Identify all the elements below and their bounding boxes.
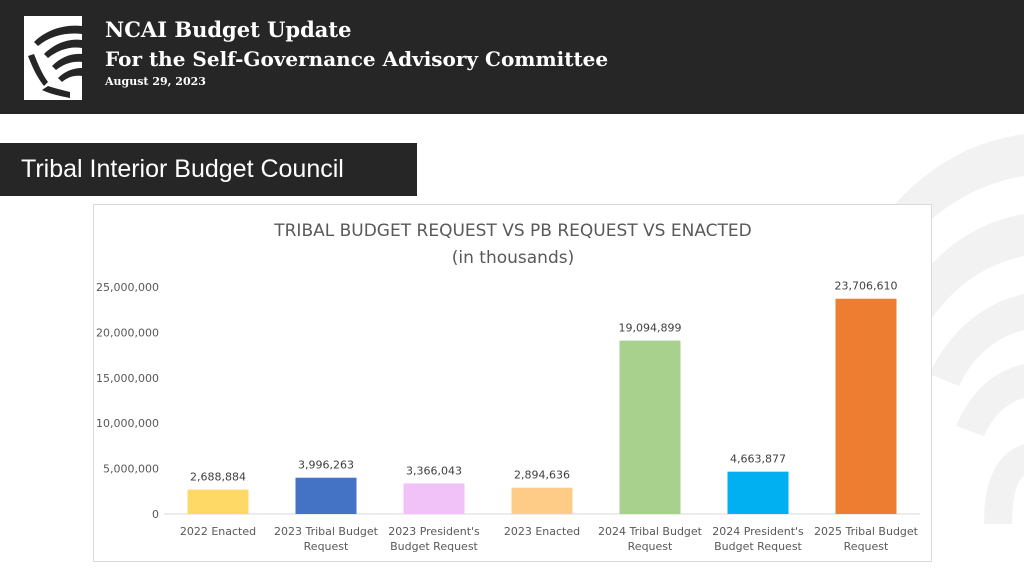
bar <box>619 340 681 514</box>
budget-chart: TRIBAL BUDGET REQUEST VS PB REQUEST VS E… <box>93 204 932 562</box>
section-title: Tribal Interior Budget Council <box>21 155 344 183</box>
data-labels: 2,688,884 3,996,263 3,366,043 2,894,636 19,0… <box>190 280 897 484</box>
bar <box>511 487 573 514</box>
category-label: 2023 President's Budget Request <box>388 525 480 553</box>
y-tick-label: 0 <box>152 508 159 521</box>
y-tick-label: 25,000,000 <box>96 281 159 294</box>
category-label-line: Budget Request <box>714 540 802 553</box>
category-label-line: 2025 Tribal Budget <box>814 525 919 538</box>
category-label-line: Request <box>628 540 673 553</box>
category-label-line: 2022 Enacted <box>180 525 256 538</box>
category-label: 2023 Tribal Budget Request <box>274 525 379 553</box>
category-label-line: Budget Request <box>390 540 478 553</box>
data-label: 3,996,263 <box>298 459 354 472</box>
category-label-line: 2024 President's <box>712 525 804 538</box>
bar <box>295 477 357 514</box>
category-label-line: Request <box>844 540 889 553</box>
bar <box>727 471 789 514</box>
header-title: NCAI Budget Update <box>105 17 352 42</box>
data-label: 23,706,610 <box>835 280 898 293</box>
data-label: 2,688,884 <box>190 471 246 484</box>
category-label: 2024 Tribal Budget Request <box>598 525 703 553</box>
chart-canvas: TRIBAL BUDGET REQUEST VS PB REQUEST VS E… <box>96 221 920 553</box>
y-tick-label: 10,000,000 <box>96 417 159 430</box>
category-label-line: Request <box>304 540 349 553</box>
x-axis: 2022 Enacted 2023 Tribal Budget Request202… <box>180 525 919 553</box>
category-label-line: 2023 Enacted <box>504 525 580 538</box>
bar <box>835 298 897 514</box>
data-label: 2,894,636 <box>514 469 570 482</box>
category-label: 2025 Tribal Budget Request <box>814 525 919 553</box>
category-label-line: 2024 Tribal Budget <box>598 525 703 538</box>
y-tick-label: 5,000,000 <box>103 463 159 476</box>
chart-subtitle: (in thousands) <box>452 248 574 268</box>
category-label-line: 2023 President's <box>388 525 480 538</box>
slide-header: NCAI Budget Update For the Self-Governan… <box>0 0 1024 114</box>
header-date: August 29, 2023 <box>105 75 206 88</box>
category-label: 2022 Enacted <box>180 525 256 538</box>
header-subtitle: For the Self-Governance Advisory Committ… <box>105 47 609 71</box>
chart-title: TRIBAL BUDGET REQUEST VS PB REQUEST VS E… <box>273 221 752 241</box>
category-label: 2023 Enacted <box>504 525 580 538</box>
data-label: 3,366,043 <box>406 464 462 477</box>
bar <box>403 483 465 514</box>
bar <box>187 489 249 514</box>
y-tick-label: 15,000,000 <box>96 372 159 385</box>
category-label-line: 2023 Tribal Budget <box>274 525 379 538</box>
y-tick-label: 20,000,000 <box>96 326 159 339</box>
category-label: 2024 President's Budget Request <box>712 525 804 553</box>
y-axis: 0 5,000,000 10,000,000 15,000,000 20,000,000… <box>96 281 920 521</box>
data-label: 19,094,899 <box>619 322 682 335</box>
section-title-bar <box>0 143 417 196</box>
data-label: 4,663,877 <box>730 453 786 466</box>
ncai-logo-icon <box>24 16 82 100</box>
bars <box>187 298 897 514</box>
